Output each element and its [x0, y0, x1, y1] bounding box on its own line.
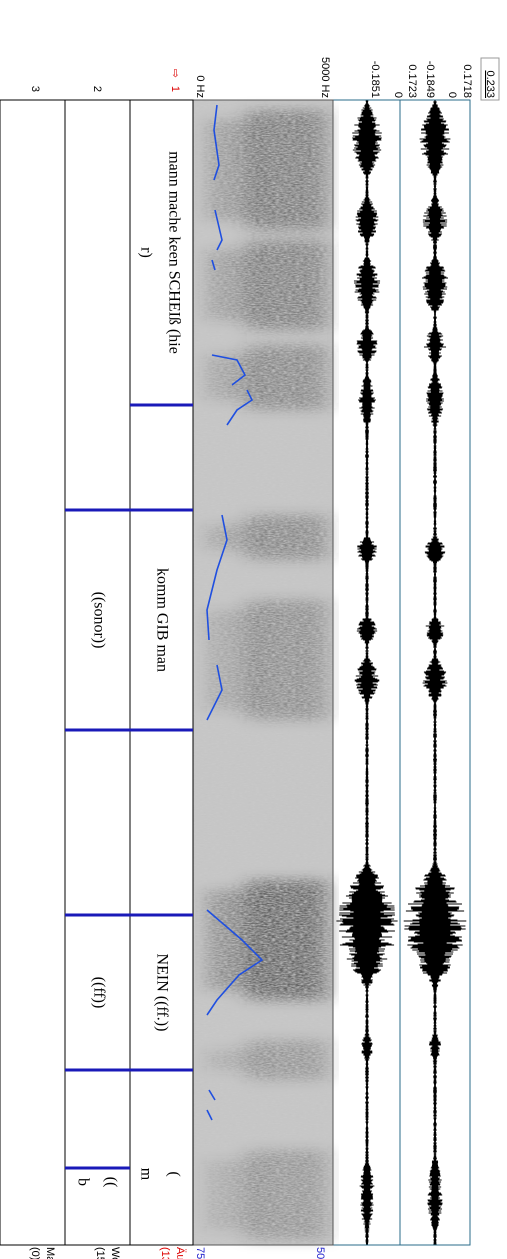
- tier-frame: [130, 100, 193, 1245]
- tier-name: Marke: [44, 1247, 56, 1259]
- pitch-label: 75 Hz: [194, 1247, 206, 1259]
- page: mann mache keen SCHEIß (hie r) komm GIB ma…: [0, 0, 507, 1259]
- interval-text: (: [165, 1171, 182, 1176]
- interval-text: NEIN ((ff.)): [153, 954, 170, 1032]
- rotated-view: mann mache keen SCHEIß (hie r) komm GIB ma…: [0, 57, 499, 1259]
- axis-label: 5000 Hz: [319, 57, 331, 98]
- axis-label: 0: [446, 92, 458, 98]
- interval-text: ((sonor)): [90, 592, 107, 649]
- tier-name: Äußerung: [174, 1247, 186, 1259]
- interval-text: b: [74, 1178, 91, 1186]
- tier-frame: [0, 100, 65, 1245]
- waveform-channel-2: [336, 101, 397, 1244]
- pitch-label: 500 Hz: [314, 1247, 326, 1259]
- tier-count: (13/26): [159, 1247, 171, 1259]
- spectrogram-noise: [193, 100, 333, 1245]
- axis-label: 0.1723: [406, 64, 418, 98]
- textgrid-editor: mann mache keen SCHEIß (hie r) komm GIB ma…: [0, 0, 507, 1259]
- interval-text: ((: [102, 1177, 119, 1188]
- interval-text: ((ff)): [90, 977, 107, 1009]
- waveform-channel-1: [404, 101, 467, 1244]
- tier-frame: [65, 100, 130, 1245]
- interval-text: komm GIB man: [153, 568, 170, 672]
- axis-label: -0.1849: [424, 61, 436, 98]
- axis-label: -0.1851: [369, 61, 381, 98]
- tier-number: 1: [169, 86, 181, 92]
- axis-label: 0.233: [484, 70, 496, 98]
- axis-label: 0.1718: [461, 64, 473, 98]
- axis-label: 0: [392, 92, 404, 98]
- tier-count: (15): [94, 1247, 106, 1259]
- tier-number: 2: [91, 86, 103, 92]
- tier-number: 3: [29, 86, 41, 92]
- tier-arrow: ⇨: [169, 69, 181, 78]
- interval-text: m: [137, 1168, 154, 1181]
- interval-text: r): [137, 247, 154, 258]
- axis-label: 0 Hz: [194, 75, 206, 98]
- tier-name: Wort: [109, 1247, 121, 1259]
- tier-count: (0): [29, 1247, 41, 1259]
- interval-text: mann mache keen SCHEIß (hie: [165, 151, 182, 354]
